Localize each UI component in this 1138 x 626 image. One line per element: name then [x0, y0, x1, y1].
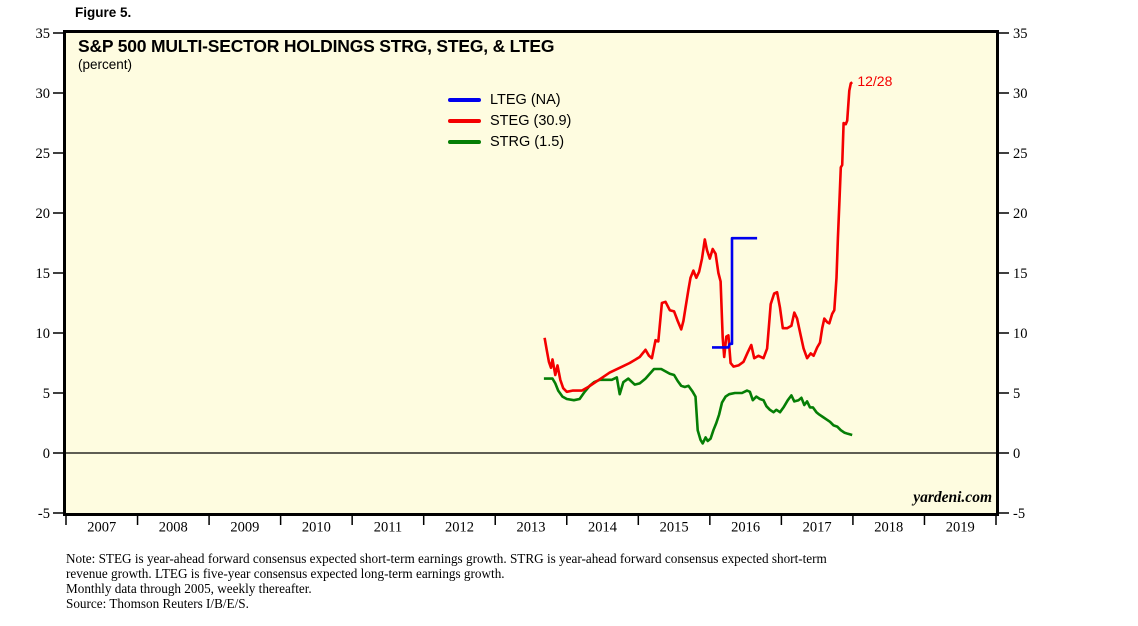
y-axis-tick-label-left: 35 — [36, 26, 51, 42]
y-axis-tick-label-right: -5 — [1013, 506, 1025, 522]
x-axis-year-label: 2011 — [374, 520, 402, 536]
y-axis-tick-label-left: 30 — [36, 86, 51, 102]
y-axis-tick-label-right: 15 — [1013, 266, 1028, 282]
legend: LTEG (NA) STEG (30.9) STRG (1.5) — [448, 89, 571, 152]
legend-swatch-steg — [448, 118, 481, 123]
source-line: Source: Thomson Reuters I/B/E/S. — [66, 596, 249, 611]
legend-label-strg: STRG (1.5) — [490, 133, 565, 150]
y-axis-tick-label-left: 20 — [36, 206, 51, 222]
watermark-yardeni: yardeni.com — [913, 489, 992, 506]
y-axis-tick-label-right: 25 — [1013, 146, 1028, 162]
y-axis-tick-label-right: 35 — [1013, 26, 1028, 42]
note-line-2: revenue growth. LTEG is five-year consen… — [66, 566, 505, 581]
legend-item-steg: STEG (30.9) — [448, 110, 571, 131]
x-axis-year-label: 2019 — [946, 520, 975, 536]
x-axis-year-label: 2018 — [874, 520, 903, 536]
y-axis-tick-label-left: 0 — [43, 446, 50, 462]
y-axis-tick-label-right: 5 — [1013, 386, 1020, 402]
x-axis-year-label: 2010 — [302, 520, 331, 536]
x-axis-year-label: 2017 — [803, 520, 832, 536]
y-axis-tick-label-left: 25 — [36, 146, 51, 162]
footnotes: Note: STEG is year-ahead forward consens… — [66, 551, 827, 611]
x-axis-year-label: 2013 — [517, 520, 546, 536]
y-axis-tick-label-left: 10 — [36, 326, 51, 342]
legend-item-lteg: LTEG (NA) — [448, 89, 571, 110]
chart-title: S&P 500 MULTI-SECTOR HOLDINGS STRG, STEG… — [78, 36, 555, 56]
note-line-3: Monthly data through 2005, weekly therea… — [66, 581, 312, 596]
legend-label-steg: STEG (30.9) — [490, 112, 572, 129]
last-date-annotation: 12/28 — [857, 72, 893, 89]
x-axis-year-label: 2012 — [445, 520, 474, 536]
y-axis-tick-label-left: 5 — [43, 386, 50, 402]
chart-subtitle: (percent) — [78, 57, 133, 72]
legend-swatch-lteg — [448, 97, 481, 102]
y-axis-tick-label-right: 10 — [1013, 326, 1028, 342]
x-axis-year-label: 2016 — [731, 520, 760, 536]
x-axis-year-label: 2015 — [660, 520, 689, 536]
note-line-1: Note: STEG is year-ahead forward consens… — [66, 551, 827, 566]
y-axis-tick-label-right: 20 — [1013, 206, 1028, 222]
y-axis-tick-label-left: 15 — [36, 266, 51, 282]
series-line-lteg — [712, 236, 758, 349]
x-axis-year-label: 2009 — [230, 520, 259, 536]
x-axis-year-label: 2008 — [159, 520, 188, 536]
legend-swatch-strg — [448, 139, 481, 144]
series-line-strg — [543, 367, 853, 445]
plot-frame — [63, 30, 999, 516]
legend-item-strg: STRG (1.5) — [448, 131, 571, 152]
y-axis-tick-label-right: 30 — [1013, 86, 1028, 102]
figure-label: Figure 5. — [75, 5, 132, 20]
y-axis-tick-label-right: 0 — [1013, 446, 1020, 462]
legend-label-lteg: LTEG (NA) — [490, 91, 561, 108]
x-axis-year-label: 2014 — [588, 520, 618, 536]
y-axis-tick-label-left: -5 — [38, 506, 50, 522]
x-axis-year-label: 2007 — [87, 520, 116, 536]
